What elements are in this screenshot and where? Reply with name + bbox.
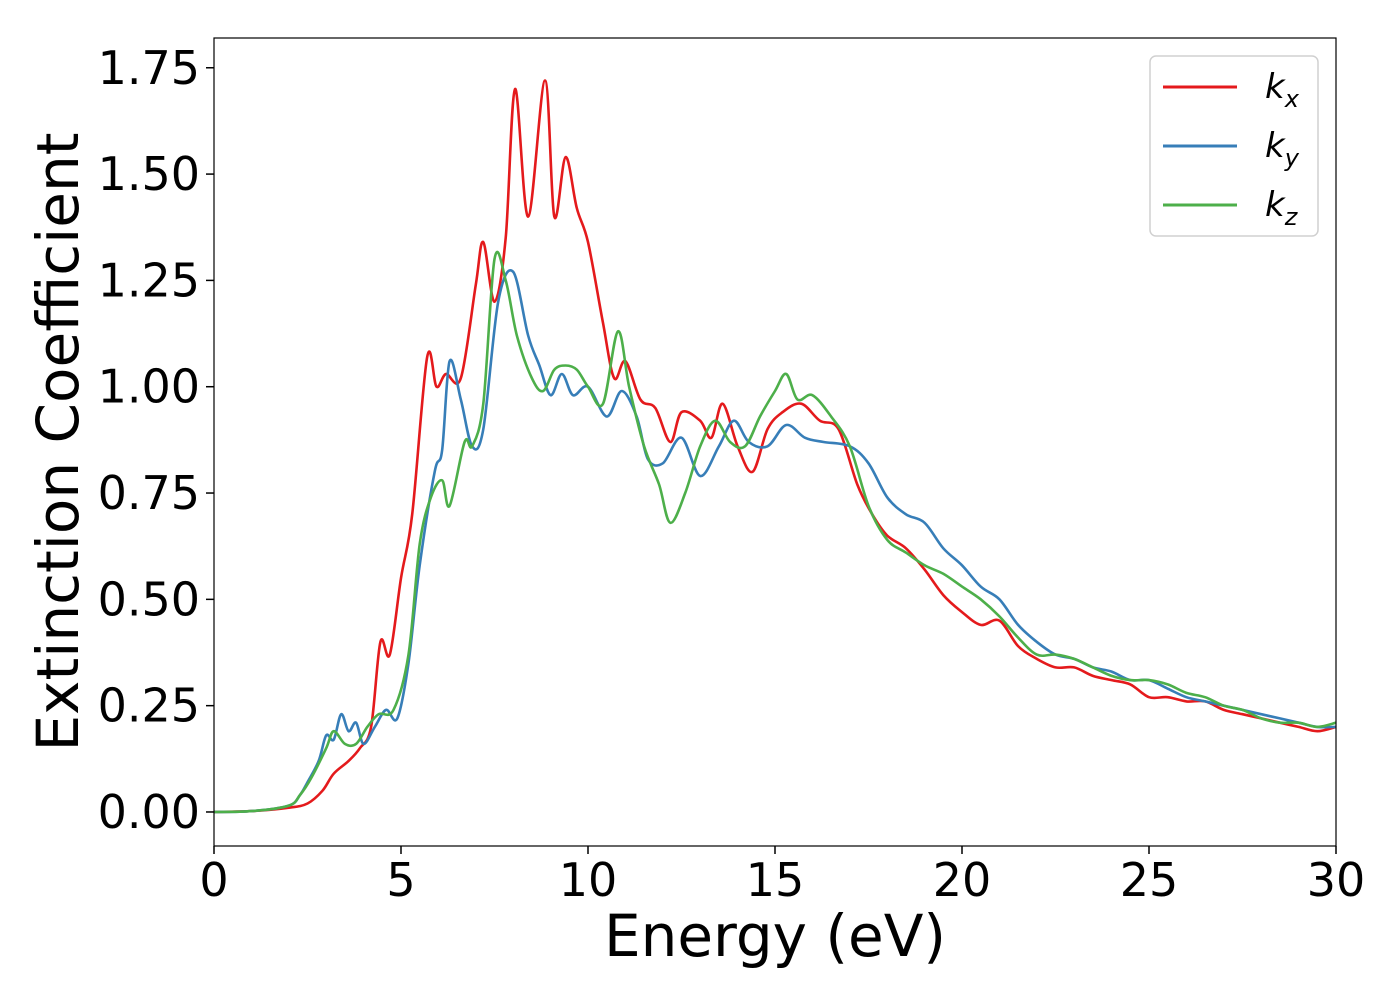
series-line-kx — [214, 79, 1336, 814]
x-tick-label: 15 — [746, 853, 805, 907]
y-tick-label: 0.75 — [98, 466, 200, 520]
x-tick-label: 25 — [1120, 853, 1179, 907]
y-tick-label: 0.25 — [98, 679, 200, 733]
y-tick-label: 1.75 — [98, 41, 200, 95]
x-tick-label: 20 — [933, 853, 992, 907]
legend-label-ky: ky — [1265, 126, 1300, 172]
x-axis-title: Energy (eV) — [604, 902, 946, 970]
y-axis-title: Extinction Coefficient — [24, 133, 92, 752]
y-tick-label: 1.50 — [98, 147, 200, 201]
x-tick-label: 30 — [1307, 853, 1366, 907]
y-tick-label: 1.25 — [98, 253, 200, 307]
series-line-kz — [214, 250, 1336, 814]
legend-label-main: k — [1265, 126, 1286, 166]
x-axis: 0 5 10 15 20 25 30 — [199, 846, 1365, 907]
legend-label-subscript: z — [1284, 203, 1299, 231]
series-line-ky — [214, 269, 1336, 814]
x-tick-label: 10 — [559, 853, 618, 907]
y-tick-label: 1.00 — [98, 360, 200, 414]
y-tick-label: 0.00 — [98, 785, 200, 839]
legend-label-main: k — [1265, 185, 1286, 225]
legend-label-main: k — [1265, 67, 1286, 107]
series-layer — [214, 79, 1336, 814]
legend-label-subscript: x — [1284, 85, 1300, 113]
x-tick-label: 0 — [199, 853, 228, 907]
x-tick-label: 5 — [386, 853, 415, 907]
y-axis: 0.00 0.25 0.50 0.75 1.00 1.25 1.50 1.75 — [98, 41, 214, 839]
y-tick-label: 0.50 — [98, 572, 200, 626]
legend-label-kx: kx — [1265, 67, 1300, 113]
legend-label-subscript: y — [1284, 144, 1300, 172]
legend-label-kz: kz — [1265, 185, 1299, 231]
